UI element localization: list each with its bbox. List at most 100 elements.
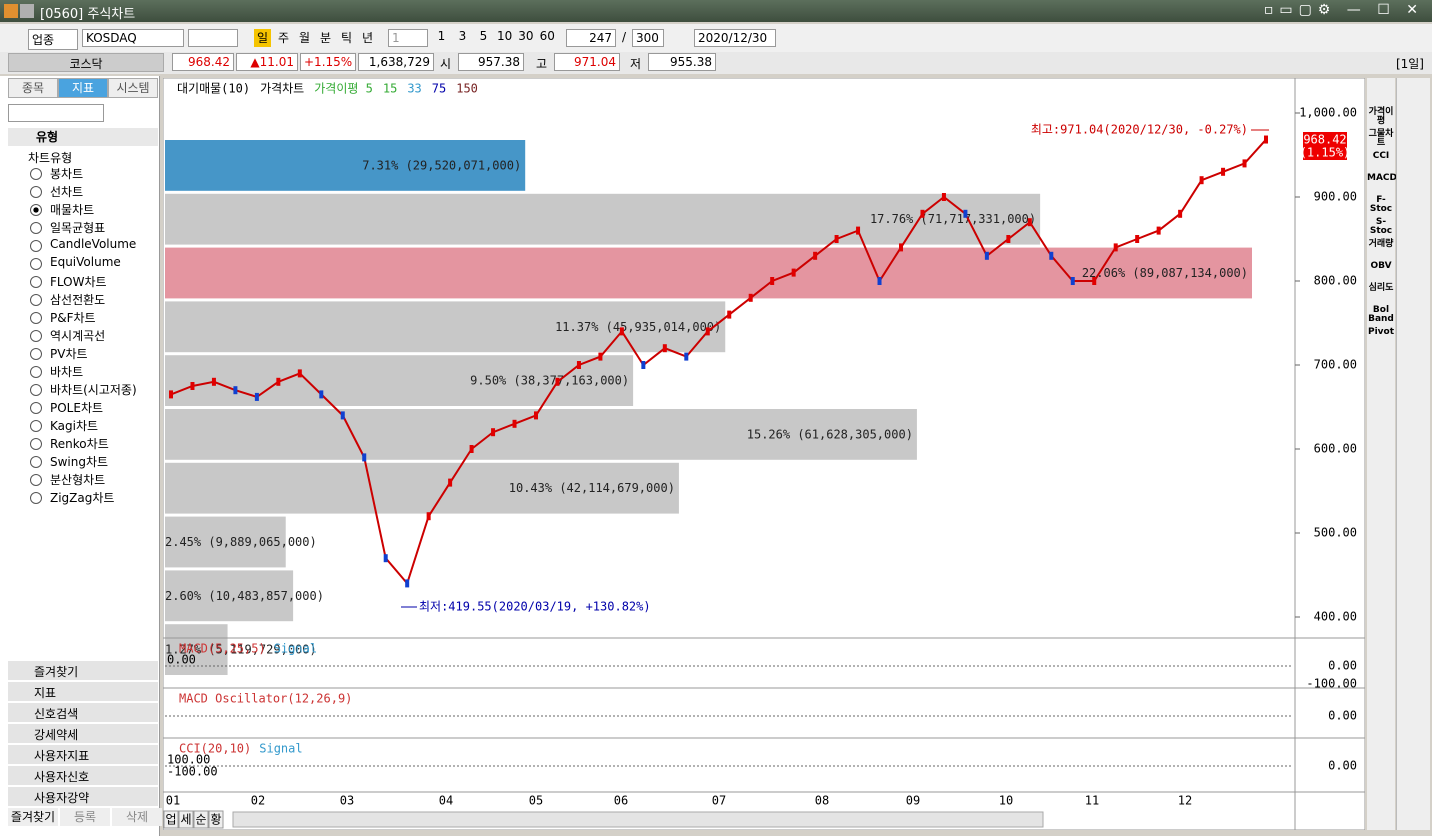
folder[interactable]: 사용자신호	[8, 765, 158, 785]
radio[interactable]	[30, 222, 42, 234]
sidebar-tab[interactable]: 시스템	[108, 78, 158, 98]
indicator-tool[interactable]: 거래량	[1368, 239, 1394, 249]
chart-type-item[interactable]: FLOW차트	[50, 275, 107, 289]
candle	[619, 327, 624, 336]
period-button[interactable]: 주	[277, 31, 290, 45]
candle	[297, 369, 302, 378]
indicator-tool[interactable]: MACD	[1367, 173, 1397, 183]
bottom-tab-label[interactable]: 세	[180, 813, 191, 827]
bottom-tab	[163, 810, 179, 829]
chart-type-item[interactable]: 분산형차트	[50, 473, 106, 487]
indicator-tool[interactable]: 심리도	[1368, 283, 1394, 293]
period-button[interactable]: 월	[298, 31, 311, 45]
bottom-tab[interactable]: 등록	[60, 808, 110, 826]
chart-type-item[interactable]: Kagi차트	[50, 419, 99, 433]
radio[interactable]	[30, 438, 42, 450]
radio[interactable]	[30, 384, 42, 396]
chart-type-item[interactable]: 역시계곡선	[50, 329, 106, 343]
chart-type-item[interactable]: 선차트	[50, 185, 84, 199]
filter-input[interactable]	[8, 104, 104, 122]
indicator-tool[interactable]: Bol Band	[1368, 305, 1394, 324]
chart-type-item[interactable]: 일목균형표	[50, 221, 106, 235]
radio[interactable]	[30, 402, 42, 414]
radio[interactable]	[30, 204, 42, 216]
radio[interactable]	[30, 420, 42, 432]
chart-type-item[interactable]: 바차트(시고저종)	[50, 383, 137, 397]
radio[interactable]	[30, 186, 42, 198]
radio[interactable]	[30, 492, 42, 504]
chart-type-item[interactable]: 삼선전환도	[50, 293, 106, 307]
radio[interactable]	[30, 348, 42, 360]
period-button[interactable]: 틱	[340, 31, 353, 45]
indicator-tool[interactable]: F-Stoc	[1369, 195, 1393, 214]
candle	[834, 235, 839, 243]
chart-type-item[interactable]: CandleVolume	[50, 237, 137, 251]
folder[interactable]: 강세약세	[8, 723, 158, 743]
radio[interactable]	[30, 294, 42, 306]
folder[interactable]: 사용자강약	[8, 786, 158, 806]
radio[interactable]	[30, 258, 42, 270]
sidebar-tab[interactable]: 지표	[58, 78, 108, 98]
radio[interactable]	[30, 456, 42, 468]
bottom-tab[interactable]: 즐겨찾기	[8, 808, 58, 826]
radio[interactable]	[30, 168, 42, 180]
sidebar-tab[interactable]: 종목	[8, 78, 58, 98]
folder[interactable]: 사용자지표	[8, 744, 158, 764]
indicator-tool[interactable]: CCI	[1372, 151, 1390, 161]
total-input[interactable]: 300	[632, 29, 664, 47]
bottom-tab-label[interactable]: 황	[210, 813, 221, 827]
indicator-tool[interactable]: S-Stoc	[1369, 217, 1393, 236]
chart-type-item[interactable]: ZigZag차트	[50, 491, 115, 505]
radio[interactable]	[30, 474, 42, 486]
interval-button[interactable]: 3	[458, 29, 467, 43]
bottom-tab-label[interactable]: 순	[195, 813, 206, 827]
folder[interactable]: 즐겨찾기	[8, 660, 158, 680]
chart-type-item[interactable]: Renko차트	[50, 437, 109, 451]
date-select[interactable]: 2020/12/30	[694, 29, 776, 47]
chart-type-item[interactable]: EquiVolume	[50, 255, 121, 269]
interval-button[interactable]: 30	[518, 29, 534, 43]
interval-button[interactable]: 60	[539, 29, 555, 43]
chart-type-item[interactable]: 매물차트	[50, 203, 95, 217]
radio[interactable]	[30, 366, 42, 378]
folder[interactable]: 신호검색	[8, 702, 158, 722]
price: 968.42	[172, 53, 234, 71]
unit-select[interactable]: 1	[388, 29, 428, 47]
chart-type-item[interactable]: 바차트	[50, 365, 84, 379]
chart-type-item[interactable]: PV차트	[50, 347, 88, 361]
sidebar: 종목 지표 시스템 유형 차트유형 봉차트 선차트 매물차트 일목균형표 CandleVol…	[0, 76, 162, 836]
search-box[interactable]	[188, 29, 238, 47]
code-select[interactable]: KOSDAQ	[82, 29, 184, 47]
candle	[491, 428, 496, 437]
profile-bar	[165, 409, 917, 460]
chart-type-item[interactable]: POLE차트	[50, 401, 104, 415]
tree-root[interactable]: 차트유형	[28, 151, 73, 165]
period-button[interactable]: 일	[254, 29, 271, 47]
bottom-tab[interactable]: 삭제	[112, 808, 162, 826]
section-header[interactable]: 유형	[8, 128, 158, 146]
candle	[684, 352, 689, 361]
bottom-tab-label[interactable]: 업	[165, 813, 176, 827]
window-controls[interactable]: ▫▭▢⚙ — ☐ ✕	[1263, 2, 1424, 18]
indicator-tool[interactable]: 가격이평	[1368, 107, 1394, 126]
folder[interactable]: 지표	[8, 681, 158, 701]
legend-item: 15	[383, 82, 397, 96]
count-input[interactable]: 247	[566, 29, 616, 47]
window-title: [0560] 주식차트	[40, 7, 136, 22]
interval-button[interactable]: 10	[497, 29, 513, 43]
indicator-tool[interactable]: 그물차트	[1368, 129, 1394, 148]
indicator-tool[interactable]: OBV	[1370, 261, 1392, 271]
radio[interactable]	[30, 276, 42, 288]
radio[interactable]	[30, 330, 42, 342]
period-button[interactable]: 분	[319, 31, 332, 45]
market-select[interactable]: 업종	[28, 29, 78, 50]
interval-button[interactable]: 5	[479, 29, 488, 43]
interval-button[interactable]: 1	[437, 29, 446, 43]
chart-type-item[interactable]: Swing차트	[50, 455, 109, 469]
period-button[interactable]: 년	[361, 31, 374, 45]
radio[interactable]	[30, 240, 42, 252]
chart-type-item[interactable]: 봉차트	[50, 167, 84, 181]
radio[interactable]	[30, 312, 42, 324]
chart-type-item[interactable]: P&F차트	[50, 311, 96, 325]
indicator-tool[interactable]: Pivot	[1367, 327, 1395, 337]
